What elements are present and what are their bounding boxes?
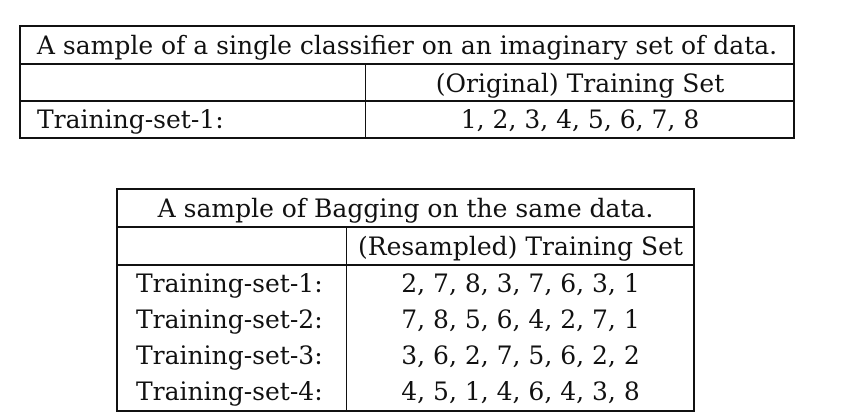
- table-row: Training-set-4: 4, 5, 1, 4, 6, 4, 3, 8: [118, 374, 693, 410]
- table-row: Training-set-2: 7, 8, 5, 6, 4, 2, 7, 1: [118, 302, 693, 338]
- column-divider: [346, 228, 347, 264]
- column-divider: [346, 374, 347, 410]
- row-label: Training-set-4:: [136, 377, 323, 406]
- column-divider: [365, 65, 366, 100]
- table-row: Training-set-3: 3, 6, 2, 7, 5, 6, 2, 2: [118, 338, 693, 374]
- row-label: Training-set-1:: [136, 269, 323, 298]
- row-value: 2, 7, 8, 3, 7, 6, 3, 1: [401, 269, 640, 298]
- single-classifier-table: A sample of a single classifier on an im…: [19, 25, 795, 139]
- table-title: A sample of Bagging on the same data.: [118, 190, 693, 228]
- row-value: 4, 5, 1, 4, 6, 4, 3, 8: [401, 377, 640, 406]
- row-label: Training-set-3:: [136, 341, 323, 370]
- column-divider: [346, 266, 347, 302]
- bagging-table: A sample of Bagging on the same data. (R…: [116, 188, 695, 412]
- row-value: 1, 2, 3, 4, 5, 6, 7, 8: [460, 105, 700, 134]
- column-divider: [346, 338, 347, 374]
- table-header-row: (Resampled) Training Set: [118, 228, 693, 266]
- column-divider: [365, 102, 366, 137]
- column-header: (Resampled) Training Set: [358, 232, 683, 261]
- column-header: (Original) Training Set: [435, 69, 725, 98]
- table-row: Training-set-1: 1, 2, 3, 4, 5, 6, 7, 8: [21, 102, 793, 137]
- row-value: 7, 8, 5, 6, 4, 2, 7, 1: [401, 305, 640, 334]
- table-row: Training-set-1: 2, 7, 8, 3, 7, 6, 3, 1: [118, 266, 693, 302]
- column-divider: [346, 302, 347, 338]
- row-value: 3, 6, 2, 7, 5, 6, 2, 2: [401, 341, 640, 370]
- table-header-row: (Original) Training Set: [21, 65, 793, 102]
- row-label: Training-set-2:: [136, 305, 323, 334]
- row-label: Training-set-1:: [37, 105, 224, 134]
- table-title: A sample of a single classifier on an im…: [21, 27, 793, 65]
